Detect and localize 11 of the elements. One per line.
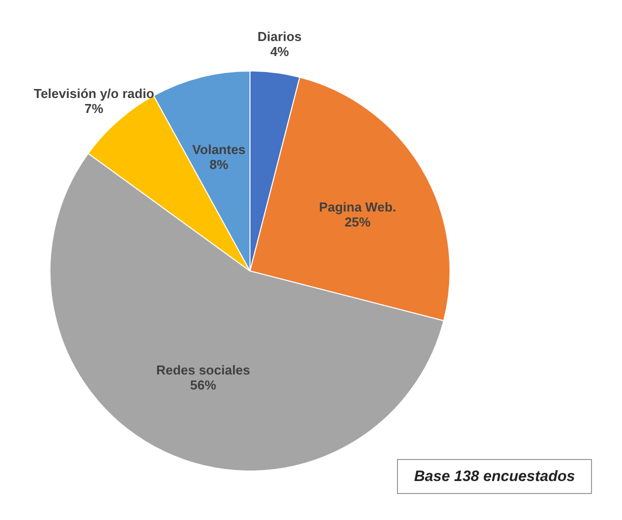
- slice-label: Redes sociales: [156, 362, 250, 378]
- slice-label: Volantes: [192, 142, 246, 157]
- data-label: 8%: [210, 156, 229, 172]
- slice-label: Diarios: [258, 28, 302, 44]
- data-label: 25%: [344, 214, 372, 230]
- data-label: 7%: [84, 100, 104, 116]
- text: Base 138 encuestados: [397, 459, 592, 494]
- data-label: 4%: [270, 44, 290, 59]
- slice-label: Pagina Web.: [319, 199, 396, 214]
- data-label: 56%: [190, 378, 217, 393]
- slice-label: Televisión y/o radio: [34, 86, 154, 101]
